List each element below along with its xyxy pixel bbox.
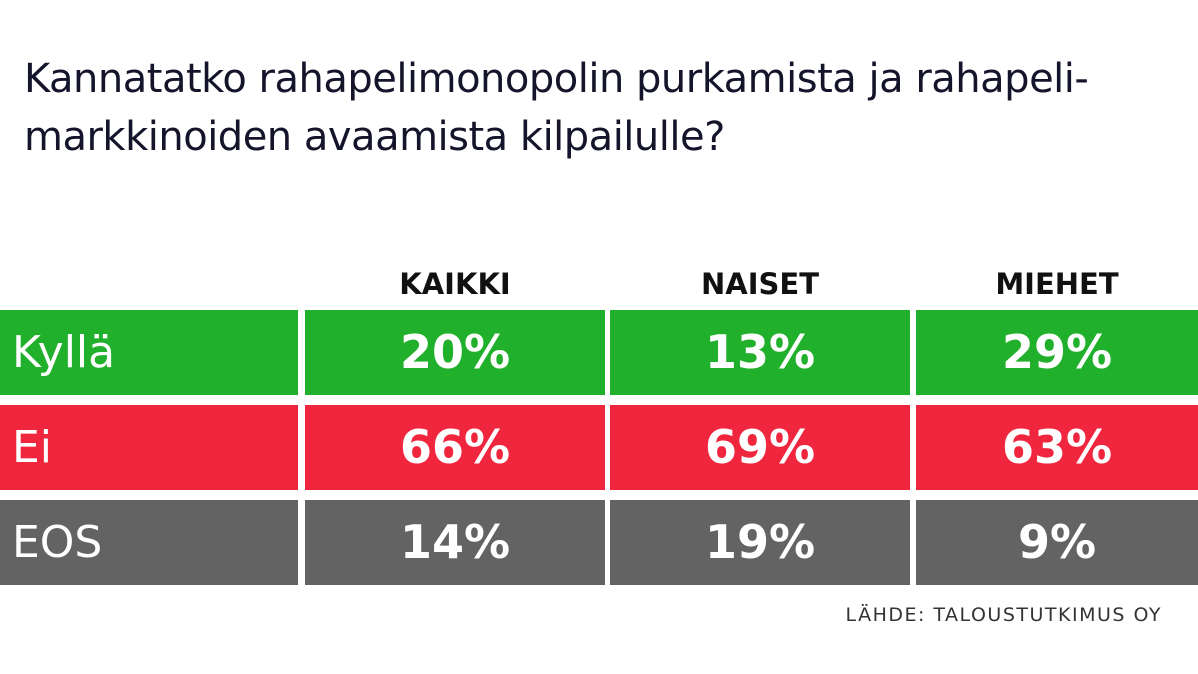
column-header-naiset: NAISET [701, 267, 819, 301]
value-cell: 19% [610, 500, 910, 585]
column-header-kaikki: KAIKKI [399, 267, 511, 301]
source-note: LÄHDE: TALOUSTUTKIMUS OY [845, 604, 1162, 626]
value-cell: 13% [610, 310, 910, 395]
value-cell: 14% [305, 500, 605, 585]
value-cell: 69% [610, 405, 910, 490]
value-cell: 29% [916, 310, 1198, 395]
table-row: Ei 66% 69% 63% [0, 405, 1198, 490]
table-row: Kyllä 20% 13% 29% [0, 310, 1198, 395]
column-header-miehet: MIEHET [995, 267, 1119, 301]
title-line-1: Kannatatko rahapelimonopolin purkamista … [24, 56, 1089, 102]
value-cell: 63% [916, 405, 1198, 490]
title-line-2: markkinoiden avaamista kilpailulle? [24, 114, 725, 160]
value-cell: 9% [916, 500, 1198, 585]
table-row: EOS 14% 19% 9% [0, 500, 1198, 585]
row-label: Kyllä [0, 310, 298, 395]
row-label: Ei [0, 405, 298, 490]
value-cell: 66% [305, 405, 605, 490]
row-label: EOS [0, 500, 298, 585]
value-cell: 20% [305, 310, 605, 395]
chart-title: Kannatatko rahapelimonopolin purkamista … [24, 50, 1184, 166]
